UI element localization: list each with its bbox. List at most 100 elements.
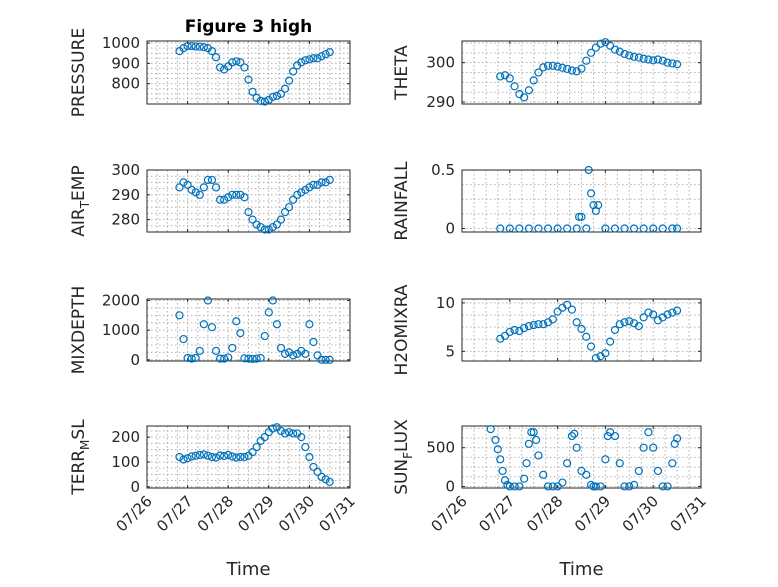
x-axis-label: Time — [558, 559, 603, 580]
data-point — [305, 183, 314, 192]
y-axis-label: SUNFLUX — [392, 419, 415, 495]
data-point — [260, 225, 269, 234]
data-point — [252, 354, 261, 363]
data-point — [224, 450, 233, 460]
data-point — [625, 482, 634, 491]
y-tick-label: 1000 — [102, 321, 140, 339]
data-point — [539, 63, 548, 72]
data-point — [596, 39, 605, 48]
data-point — [256, 353, 265, 363]
data-point — [220, 451, 229, 461]
data-point — [280, 208, 290, 217]
data-point — [244, 208, 253, 217]
data-point — [228, 190, 237, 199]
data-point — [496, 72, 505, 81]
data-point — [215, 195, 225, 204]
data-point — [505, 327, 514, 337]
data-point — [187, 185, 196, 194]
y-axis-label: AIRTEMP — [69, 165, 92, 236]
data-point — [510, 82, 519, 91]
data-point — [620, 482, 629, 491]
y-axis-label: THETA — [392, 45, 412, 101]
y-tick-label: 900 — [111, 54, 140, 72]
y-tick-label: 5 — [445, 342, 455, 360]
axes-box — [461, 298, 702, 362]
data-point — [232, 317, 241, 326]
data-point — [272, 220, 282, 229]
data-point — [297, 188, 306, 197]
data-point — [240, 354, 249, 363]
data-point — [276, 215, 286, 224]
data-point — [620, 318, 629, 327]
data-point — [317, 52, 326, 61]
x-tick-label: 07/26 — [428, 492, 471, 535]
subplot-mixdepth: 0 1000 2000 MIXDEPTH — [69, 286, 351, 374]
data-point — [203, 175, 212, 185]
subplot-theta: 290 300 THETA — [392, 38, 702, 111]
data-point — [558, 63, 567, 72]
data-point — [301, 185, 310, 194]
data-point — [668, 224, 677, 233]
data-point — [211, 346, 221, 356]
data-point — [325, 175, 334, 185]
data-point — [309, 54, 318, 63]
data-point — [543, 61, 553, 70]
data-point — [524, 224, 534, 233]
y-tick-label: 500 — [426, 439, 455, 457]
data-point — [228, 58, 237, 67]
data-point — [591, 43, 600, 52]
data-point — [615, 459, 624, 468]
data-point — [260, 331, 269, 341]
data-point — [534, 451, 543, 460]
data-point — [582, 224, 591, 233]
x-tick-label: 07/28 — [523, 492, 566, 535]
data-point — [634, 322, 643, 331]
data-point — [563, 64, 572, 74]
data-point — [586, 48, 596, 57]
data-point — [548, 315, 557, 324]
data-point — [520, 323, 529, 333]
y-tick-label: 300 — [111, 161, 140, 179]
data-point — [577, 212, 586, 221]
data-point — [658, 482, 667, 491]
data-point — [232, 57, 241, 66]
data-point — [207, 452, 217, 462]
data-point — [289, 195, 298, 204]
data-point — [195, 190, 204, 199]
data-point — [615, 47, 624, 56]
data-point — [653, 55, 663, 64]
data-point — [248, 447, 257, 457]
data-point — [644, 308, 653, 317]
data-point — [649, 310, 658, 319]
data-point — [191, 451, 200, 460]
data-point — [649, 56, 658, 65]
data-point — [236, 329, 245, 338]
data-point — [252, 442, 261, 452]
data-point — [515, 482, 524, 491]
data-point — [639, 54, 648, 63]
data-point — [601, 349, 610, 358]
data-point — [629, 224, 639, 233]
data-point — [175, 452, 184, 462]
y-tick-label: 0 — [445, 477, 455, 495]
subplot-air_temp: 280 290 300 AIRTEMP — [69, 161, 351, 237]
data-point — [220, 354, 229, 363]
data-point — [658, 224, 667, 233]
data-point — [486, 425, 495, 434]
data-point — [215, 63, 225, 72]
data-point — [591, 353, 600, 363]
data-point — [653, 466, 663, 476]
data-point — [596, 482, 605, 491]
data-point — [629, 52, 639, 61]
data-point — [577, 324, 586, 334]
y-tick-label: 200 — [111, 428, 140, 446]
data-point — [313, 351, 322, 360]
data-point — [548, 482, 557, 491]
data-point — [207, 323, 217, 332]
data-point — [280, 349, 290, 358]
data-point — [610, 325, 620, 335]
y-axis-label-main: TERR — [69, 450, 89, 496]
data-point — [639, 224, 648, 233]
data-point — [228, 452, 237, 461]
data-point — [522, 459, 531, 468]
